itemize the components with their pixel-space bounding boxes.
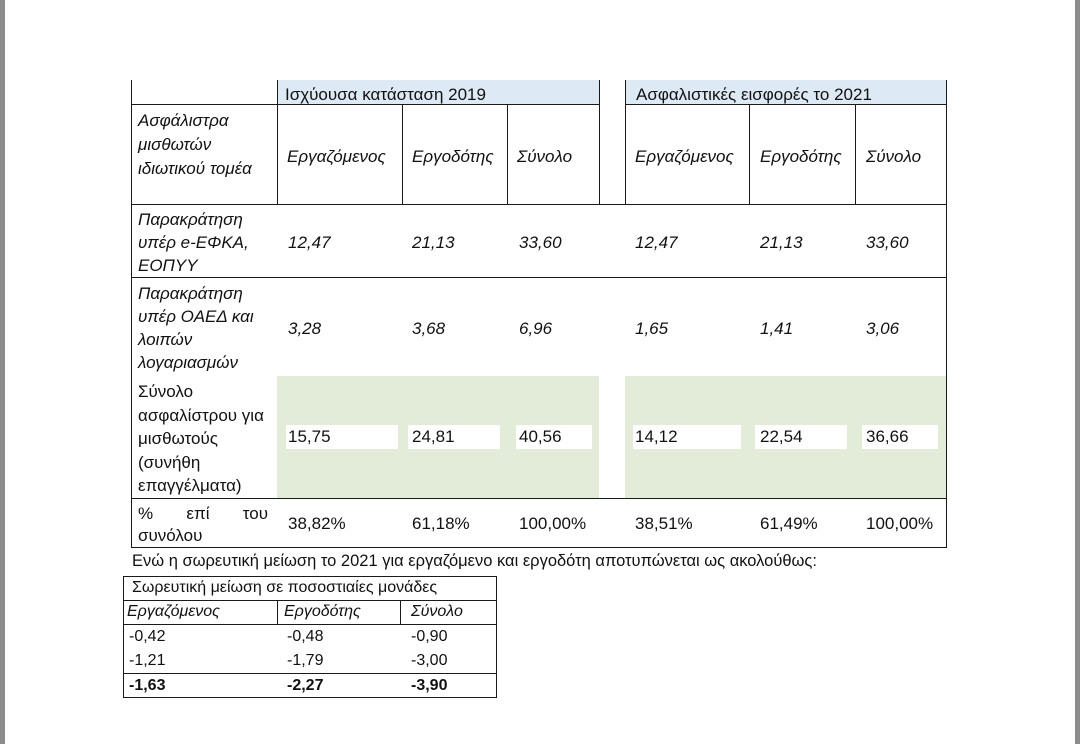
col-total-current: Σύνολο [517,147,573,166]
col-employee-future: Εργαζόμενος [635,147,734,166]
cell: 36,66 [866,427,909,446]
table-rule [123,576,496,577]
row-label-oaed: Παρακράτηση υπέρ ΟΑΕΔ και λοιπών λογαρια… [138,284,254,372]
reduction-cell: -0,90 [411,628,448,645]
cell: 1,41 [760,319,794,338]
cell: 100,00% [866,514,934,533]
row-label-efka: Παρακράτηση υπέρ e-ΕΦΚΑ, ΕΟΠΥΥ [138,210,249,275]
cell: 3,06 [866,319,900,338]
cell: 40,56 [519,427,562,446]
table-rule [123,697,496,698]
value-box [408,425,500,449]
header-band-right [625,80,946,104]
table-rule [131,80,132,548]
cell: 12,47 [635,233,678,252]
table-rule [625,104,946,105]
reduction-col-total: Σύνολο [411,603,463,620]
value-box [286,425,398,449]
table-rule [749,104,750,204]
cell: 38,82% [288,514,346,533]
header-band-left [277,80,599,104]
value-box [516,425,592,449]
cell: 22,54 [760,427,803,446]
value-box [862,425,938,449]
table-rule [277,600,278,624]
reduction-cell: -0,48 [287,628,324,645]
table-rule [400,600,401,624]
cell: 1,65 [635,319,669,338]
label-column-header: Ασφάλιστρα μισθωτών ιδιωτικού τομέα [138,111,252,178]
reduction-cell: -0,42 [129,628,166,645]
table-rule [123,673,496,674]
cell: 61,49% [760,514,818,533]
page-edge-right [1075,0,1080,744]
table-rule [946,80,947,548]
cell: 14,12 [635,427,678,446]
value-box [755,425,847,449]
col-employee-current: Εργαζόμενος [287,147,386,166]
cell: 33,60 [866,233,909,252]
row-label-percent: % επί του συνόλου [138,504,268,545]
reduction-title: Σωρευτική μείωση σε ποσοστιαίες μονάδες [132,579,438,596]
cell: 12,47 [288,233,331,252]
table-rule [625,80,626,204]
row-label-total: Σύνολο ασφαλίστρου για μισθωτούς (συνήθη… [138,382,264,495]
cell: 3,28 [288,319,322,338]
table-rule [855,104,856,204]
reduction-total-cell: -1,63 [129,677,166,694]
header-current: Ισχύουσα κατάσταση 2019 [285,85,486,104]
value-box [633,425,741,449]
col-total-future: Σύνολο [866,147,922,166]
value-box [408,512,500,536]
table-rule [131,204,946,205]
value-box [755,512,847,536]
cell: 61,18% [412,514,470,533]
reduction-col-employee: Εργαζόμενος [127,603,220,620]
col-employer-current: Εργοδότης [412,147,494,166]
header-future: Ασφαλιστικές εισφορές το 2021 [636,85,872,104]
col-employer-future: Εργοδότης [760,147,842,166]
table-rule [131,547,946,548]
cell: 15,75 [288,427,331,446]
reduction-cell: -1,21 [129,652,166,669]
value-box [286,512,398,536]
cell: 21,13 [760,233,803,252]
page-edge-left [0,0,5,744]
cell: 3,68 [412,319,446,338]
value-box [862,512,938,536]
table-rule [507,104,508,204]
table-rule [131,277,946,278]
reduction-total-cell: -3,90 [411,677,448,694]
cell: 33,60 [519,233,562,252]
cell: 38,51% [635,514,693,533]
cell: 24,81 [412,427,455,446]
cell: 21,13 [412,233,455,252]
table-rule [123,624,496,625]
reduction-cell: -3,00 [411,652,448,669]
table-rule [277,80,278,204]
table-rule [123,600,496,601]
table-rule [402,104,403,204]
table-rule [131,104,599,105]
reduction-cell: -1,79 [287,652,324,669]
cell: 100,00% [519,514,587,533]
reduction-total-cell: -2,27 [287,677,324,694]
value-box [516,512,592,536]
reduction-col-employer: Εργοδότης [284,603,361,620]
table-rule [496,576,497,698]
reduction-sentence: Ενώ η σωρευτική μείωση το 2021 για εργαζ… [132,552,817,570]
table-rule [123,576,124,698]
table-rule [599,80,600,204]
cell: 6,96 [519,319,553,338]
value-box [633,512,741,536]
table-rule [131,498,946,499]
